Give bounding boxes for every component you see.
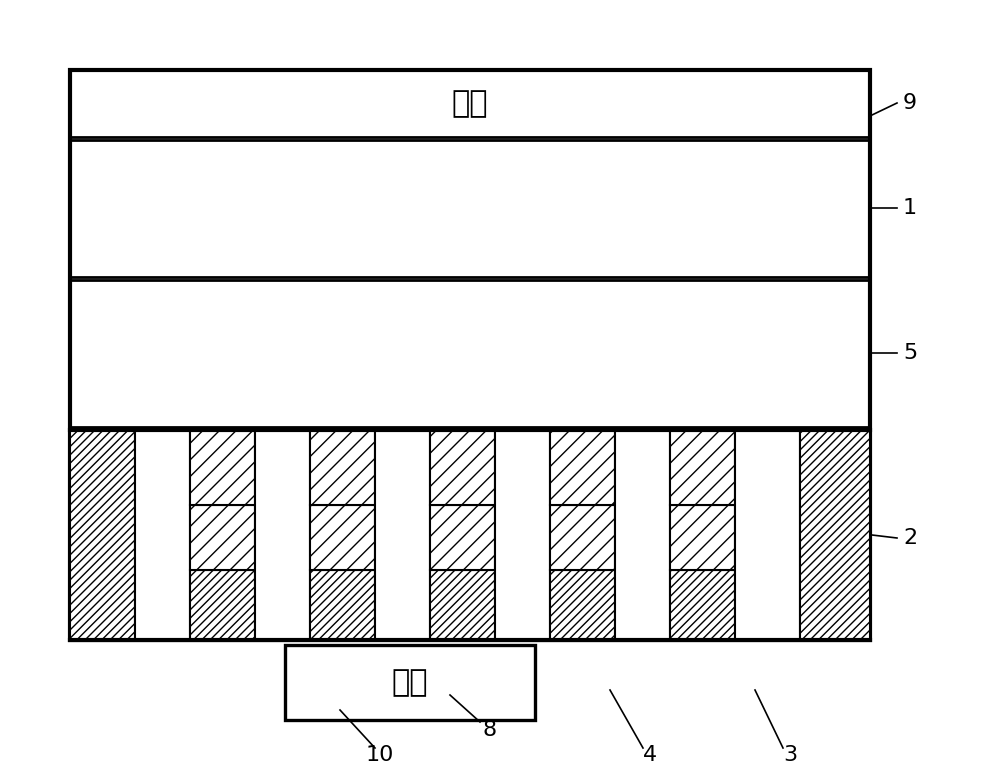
Text: 9: 9 [903, 93, 917, 113]
Bar [190, 505, 255, 570]
Bar [670, 505, 735, 570]
Text: 4: 4 [643, 745, 657, 765]
Text: 10: 10 [366, 745, 394, 765]
Bar [70, 70, 870, 640]
Bar [430, 430, 495, 505]
Bar [70, 430, 135, 640]
Bar [255, 430, 310, 640]
Bar [735, 430, 800, 640]
Text: 2: 2 [903, 528, 917, 548]
Bar [670, 570, 735, 640]
Text: 阴极: 阴极 [452, 89, 488, 118]
Bar [550, 570, 615, 640]
Text: 5: 5 [903, 343, 917, 363]
Bar [190, 570, 255, 640]
Text: 8: 8 [483, 720, 497, 740]
Bar [285, 645, 535, 720]
Text: 3: 3 [783, 745, 797, 765]
Bar [310, 430, 375, 505]
Bar [495, 430, 550, 640]
Bar [670, 430, 735, 505]
Bar [550, 505, 615, 570]
Bar [800, 430, 870, 640]
Bar [430, 570, 495, 640]
Bar [310, 570, 375, 640]
Bar [310, 505, 375, 570]
Bar [550, 430, 615, 505]
Bar [190, 430, 255, 505]
Bar [375, 430, 430, 640]
Text: 1: 1 [903, 198, 917, 218]
Bar [615, 430, 670, 640]
Bar [135, 430, 190, 640]
Text: 阳极: 阳极 [392, 668, 428, 697]
Bar [430, 505, 495, 570]
